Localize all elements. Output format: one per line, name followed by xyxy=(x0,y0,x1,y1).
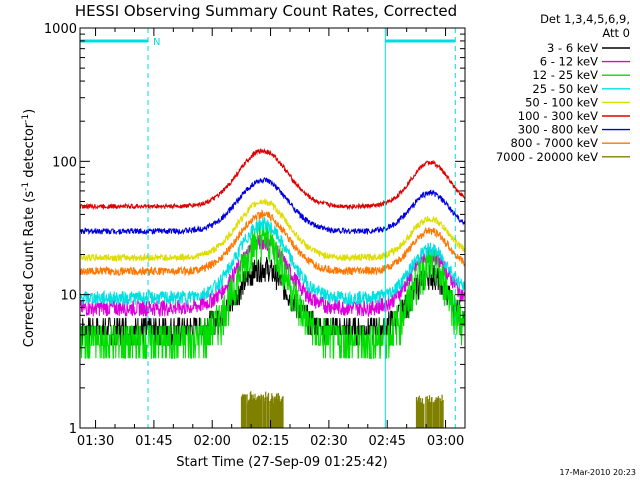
plot-area: N 01:30 01:45 02:00 02:15 02:30 02:45 03:00 1 10… xyxy=(44,22,466,449)
series-line-3 xyxy=(79,223,466,359)
y-axis-label: Corrected Count Rate (s-1 detector-1) xyxy=(21,109,37,347)
x-tick-label-1: 01:30 xyxy=(77,434,114,449)
x-tick-label-4: 02:15 xyxy=(252,434,289,449)
series-line-5 xyxy=(79,198,466,263)
legend-label-3: 12 - 25 keV xyxy=(532,68,598,82)
x-tick-label-2: 01:45 xyxy=(135,434,172,449)
legend-label-4: 25 - 50 keV xyxy=(532,82,598,96)
x-axis-label: Start Time (27-Sep-09 01:25:42) xyxy=(176,455,387,470)
legend-label-7: 300 - 800 keV xyxy=(518,123,598,137)
series-line-6 xyxy=(79,147,466,211)
timestamp-footer: 17-Mar-2010 20:23 xyxy=(560,468,637,477)
tick-layer: 01:30 01:45 02:00 02:15 02:30 02:45 03:00 1 10 10… xyxy=(44,22,466,449)
x-tick-label-3: 02:00 xyxy=(193,434,230,449)
y-tick-label-3: 100 xyxy=(52,155,77,170)
legend-label-1: 3 - 6 keV xyxy=(547,41,598,55)
legend-label-8: 800 - 7000 keV xyxy=(510,136,598,150)
chart-title: HESSI Observing Summary Count Rates, Cor… xyxy=(75,2,457,20)
legend-label-6: 100 - 300 keV xyxy=(518,109,598,123)
legend-header-line2: Att 0 xyxy=(602,26,630,40)
legend-header-line1: Det 1,3,4,5,6,9, xyxy=(540,12,630,26)
x-tick-label-6: 02:45 xyxy=(368,434,405,449)
series-layer xyxy=(79,147,466,428)
legend-label-9: 7000 - 20000 keV xyxy=(496,150,598,164)
legend-label-2: 6 - 12 keV xyxy=(540,55,598,69)
x-tick-label-5: 02:30 xyxy=(310,434,347,449)
x-tick-label-7: 03:00 xyxy=(427,434,464,449)
series-line-8 xyxy=(79,208,466,277)
y-axis-label-sup2: -1 xyxy=(21,114,31,123)
y-axis-label-main: Corrected Count Rate (s xyxy=(22,191,37,348)
y-tick-label-4: 1000 xyxy=(44,22,77,37)
legend-label-5: 50 - 100 keV xyxy=(525,95,598,109)
night-bar-label-1: N xyxy=(153,37,160,48)
y-axis-label-sup1: -1 xyxy=(21,182,31,191)
y-tick-label-2: 10 xyxy=(60,289,77,304)
plot-frame xyxy=(79,27,466,429)
y-axis-label-end: ) xyxy=(22,109,37,114)
y-axis-label-mid: detector xyxy=(22,122,37,182)
series-line-9 xyxy=(240,391,444,428)
series-line-4 xyxy=(79,216,466,307)
y-tick-label-1: 1 xyxy=(69,422,77,437)
series-line-7 xyxy=(79,177,466,236)
